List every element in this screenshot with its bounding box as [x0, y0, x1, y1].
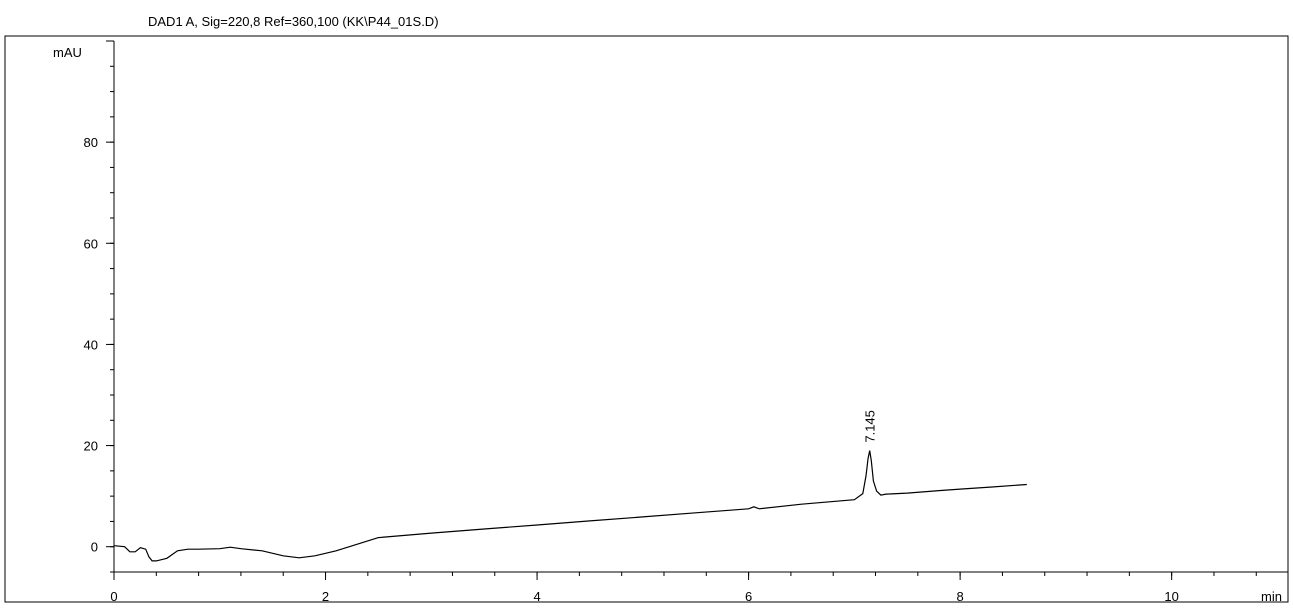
x-tick-label: 4: [533, 589, 540, 604]
y-tick-label: 80: [84, 135, 98, 150]
chromatogram-trace: [113, 450, 1027, 562]
x-tick-label: 6: [745, 589, 752, 604]
x-axis-label: min: [1261, 589, 1282, 604]
y-tick-label: 0: [91, 540, 98, 555]
x-tick-label: 2: [322, 589, 329, 604]
y-tick-label: 60: [84, 236, 98, 251]
peak-label: 7.145: [863, 410, 878, 443]
y-axis-label: mAU: [53, 45, 82, 60]
annotation-layer: 7.145: [863, 410, 878, 443]
y-tick-label: 40: [84, 337, 98, 352]
series-layer: [113, 450, 1027, 562]
x-tick-label: 0: [110, 589, 117, 604]
x-tick-label: 8: [957, 589, 964, 604]
plot-frame: [4, 35, 1289, 603]
chart-title: DAD1 A, Sig=220,8 Ref=360,100 (KK\P44_01…: [148, 14, 439, 29]
axes: 0 20 40 60 80 0 2 4 6 8 10: [84, 40, 1288, 604]
y-tick-label: 20: [84, 439, 98, 454]
x-tick-label: 10: [1164, 589, 1178, 604]
